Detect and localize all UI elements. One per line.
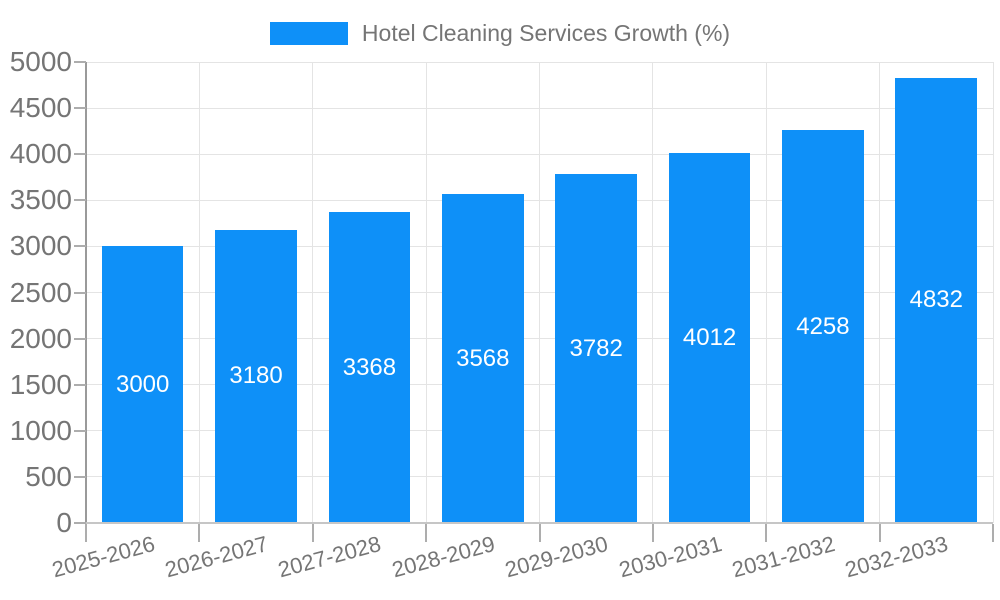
x-axis-tick	[198, 524, 201, 542]
bar-value-label: 3568	[456, 344, 510, 372]
bar: 3180	[215, 229, 297, 523]
y-axis-tick	[74, 337, 86, 340]
y-axis-label: 500	[25, 460, 72, 492]
gridline-vertical	[879, 62, 881, 523]
y-axis-label: 4500	[9, 92, 72, 124]
x-axis-tick	[85, 524, 87, 542]
x-axis-line	[85, 522, 993, 524]
y-axis-label: 3500	[9, 184, 72, 216]
legend-label: Hotel Cleaning Services Growth (%)	[361, 20, 731, 46]
legend-swatch-icon	[269, 22, 348, 45]
bar-value-label: 4832	[909, 286, 963, 314]
gridline-vertical	[992, 62, 994, 523]
y-axis-tick	[74, 61, 86, 63]
bar-value-label: 4012	[682, 324, 737, 352]
y-axis-line	[85, 62, 87, 523]
bar-value-label: 3000	[115, 370, 170, 398]
gridline-vertical	[652, 62, 654, 523]
y-axis-tick	[74, 291, 86, 294]
y-axis-label: 2000	[9, 322, 72, 354]
y-axis-label: 2500	[9, 276, 72, 308]
bar: 3368	[328, 212, 411, 523]
bar: 3000	[101, 246, 184, 523]
y-axis-tick	[74, 153, 86, 156]
gridline-vertical	[312, 62, 314, 523]
y-axis-label: 5000	[9, 46, 72, 77]
gridline-vertical	[539, 62, 540, 523]
x-axis-tick	[425, 524, 428, 542]
y-axis-tick	[74, 429, 86, 432]
x-axis-tick	[651, 524, 654, 542]
x-axis-tick	[311, 524, 314, 542]
bar: 4258	[782, 130, 864, 523]
gridline-vertical	[198, 62, 200, 523]
y-axis-tick	[74, 199, 86, 202]
x-axis-tick	[765, 524, 768, 542]
y-axis-label: 4000	[9, 138, 72, 170]
bar-value-label: 3180	[229, 362, 283, 390]
y-axis-label: 1500	[9, 368, 72, 400]
gridline-vertical	[425, 62, 427, 523]
y-axis-tick	[74, 475, 86, 478]
x-axis-tick	[538, 524, 541, 542]
y-axis-label: 0	[56, 507, 72, 538]
y-axis-tick	[74, 522, 86, 524]
bar: 3782	[555, 174, 637, 523]
y-axis-tick	[74, 383, 86, 386]
bar-value-label: 3368	[342, 353, 397, 381]
bar-value-label: 3782	[569, 334, 623, 362]
y-axis-tick	[74, 107, 86, 110]
legend-item[interactable]: Hotel Cleaning Services Growth (%)	[0, 20, 1000, 47]
gridline-vertical	[765, 62, 767, 523]
y-axis-label: 3000	[9, 230, 72, 262]
y-axis-label: 1000	[9, 414, 72, 446]
plot-area: 3000 3180 3368 3568 3782 4012 4258 4832	[86, 61, 994, 523]
x-axis-tick	[878, 524, 881, 542]
bar: 4832	[895, 77, 978, 523]
bar-value-label: 4258	[796, 312, 850, 340]
y-axis-tick	[74, 245, 86, 248]
bar: 3568	[441, 194, 524, 523]
x-axis-tick	[992, 524, 994, 542]
bar: 4012	[668, 153, 751, 523]
